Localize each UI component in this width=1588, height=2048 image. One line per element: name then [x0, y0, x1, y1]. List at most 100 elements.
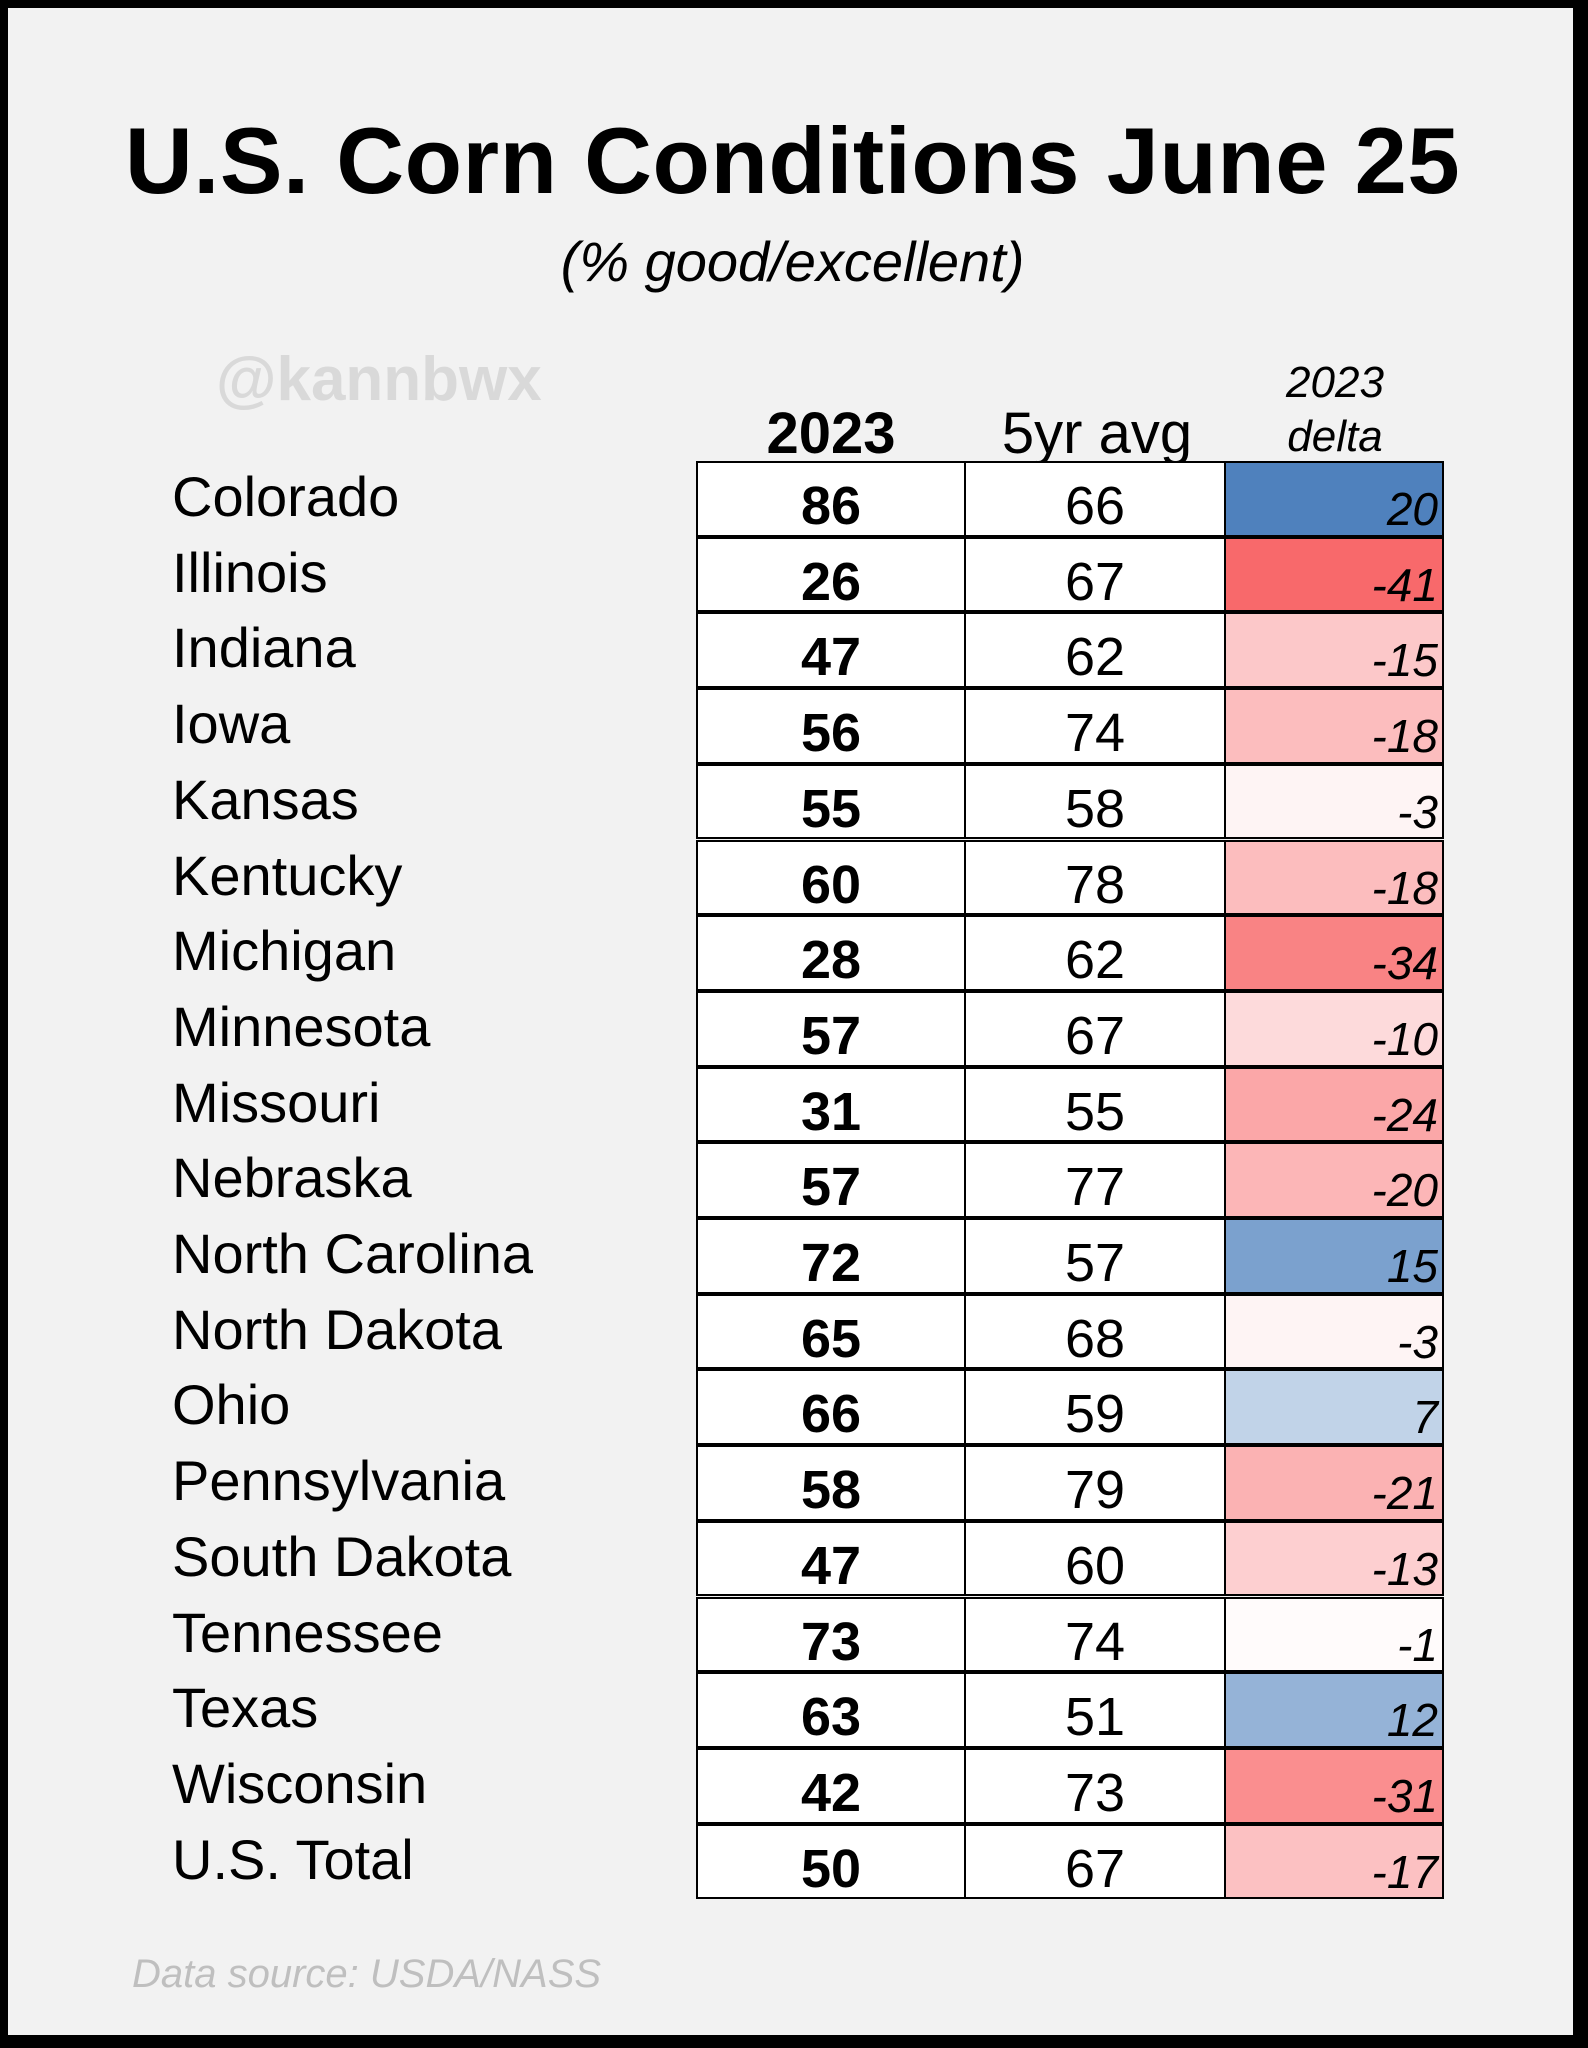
value-2023-cell: 55	[696, 763, 966, 840]
delta-cell: 7	[1224, 1369, 1444, 1446]
state-label: Minnesota	[172, 994, 431, 1058]
value-2023-cell: 31	[696, 1066, 966, 1143]
delta-cell: -17	[1224, 1823, 1444, 1900]
state-label: U.S. Total	[172, 1827, 414, 1891]
state-label: Indiana	[172, 616, 356, 680]
column-header-5yr-avg: 5yr avg	[1001, 401, 1193, 466]
value-5yr-avg-cell: 67	[964, 990, 1226, 1067]
chart-subtitle: (% good/excellent)	[560, 230, 1025, 293]
value-2023-cell: 58	[696, 1445, 966, 1521]
delta-cell: 20	[1224, 461, 1444, 537]
table-row: Pennsylvania 58 79 -21	[8, 1445, 1577, 1522]
delta-cell: -20	[1224, 1142, 1444, 1218]
value-2023-cell: 47	[696, 612, 966, 689]
value-2023-cell: 28	[696, 915, 966, 991]
delta-cell: -15	[1224, 612, 1444, 689]
state-label: Kentucky	[172, 843, 403, 907]
column-header-delta: 2023 delta	[1226, 356, 1444, 464]
delta-cell: -3	[1224, 1293, 1444, 1370]
chart-frame: U.S. Corn Conditions June 25 (% good/exc…	[6, 6, 1575, 2037]
delta-cell: -21	[1224, 1445, 1444, 1521]
table-row: Iowa 56 74 -18	[8, 688, 1577, 765]
value-2023-cell: 50	[696, 1823, 966, 1900]
table-row: South Dakota 47 60 -13	[8, 1520, 1577, 1598]
state-label: Texas	[172, 1676, 319, 1740]
chart-title: U.S. Corn Conditions June 25	[124, 108, 1461, 213]
table-row: Ohio 66 59 7	[8, 1369, 1577, 1446]
state-label: South Dakota	[172, 1524, 512, 1588]
column-header-delta-line-1: 2023	[1286, 358, 1384, 407]
value-5yr-avg-cell: 68	[964, 1293, 1226, 1370]
value-5yr-avg-cell: 62	[964, 915, 1226, 991]
value-5yr-avg-cell: 60	[964, 1520, 1226, 1597]
value-5yr-avg-cell: 67	[964, 536, 1226, 613]
delta-cell: -18	[1224, 839, 1444, 916]
value-2023-cell: 60	[696, 839, 966, 916]
value-2023-cell: 57	[696, 990, 966, 1067]
value-5yr-avg-cell: 66	[964, 461, 1226, 537]
table-row: Indiana 47 62 -15	[8, 612, 1577, 689]
state-label: Colorado	[172, 465, 400, 528]
state-label: Tennessee	[172, 1600, 443, 1664]
state-label: Nebraska	[172, 1146, 412, 1210]
value-2023-cell: 56	[696, 688, 966, 764]
value-2023-cell: 72	[696, 1218, 966, 1294]
value-5yr-avg-cell: 67	[964, 1823, 1226, 1900]
table-row: Missouri 31 55 -24	[8, 1066, 1577, 1144]
state-label: Iowa	[172, 692, 291, 756]
state-label: North Dakota	[172, 1297, 502, 1361]
delta-cell: -31	[1224, 1747, 1444, 1824]
value-2023-cell: 65	[696, 1293, 966, 1370]
delta-cell: -18	[1224, 688, 1444, 764]
state-label: North Carolina	[172, 1222, 534, 1285]
value-5yr-avg-cell: 62	[964, 612, 1226, 689]
delta-cell: -10	[1224, 990, 1444, 1067]
value-5yr-avg-cell: 51	[964, 1672, 1226, 1748]
delta-cell: -24	[1224, 1066, 1444, 1143]
value-5yr-avg-cell: 78	[964, 839, 1226, 916]
table-row: North Carolina 72 57 15	[8, 1218, 1577, 1295]
value-5yr-avg-cell: 74	[964, 688, 1226, 764]
state-label: Wisconsin	[172, 1751, 428, 1815]
value-2023-cell: 26	[696, 536, 966, 613]
value-2023-cell: 57	[696, 1142, 966, 1218]
table-row: North Dakota 65 68 -3	[8, 1293, 1577, 1371]
table-row: Wisconsin 42 73 -31	[8, 1747, 1577, 1825]
value-2023-cell: 47	[696, 1520, 966, 1597]
state-label: Pennsylvania	[172, 1449, 506, 1513]
table-row: Kentucky 60 78 -18	[8, 839, 1577, 917]
value-2023-cell: 86	[696, 461, 966, 537]
table-row: Tennessee 73 74 -1	[8, 1596, 1577, 1674]
value-5yr-avg-cell: 59	[964, 1369, 1226, 1446]
value-2023-cell: 63	[696, 1672, 966, 1748]
delta-cell: -34	[1224, 915, 1444, 991]
table-row: Kansas 55 58 -3	[8, 763, 1577, 841]
column-header-2023: 2023	[766, 401, 896, 466]
value-5yr-avg-cell: 73	[964, 1747, 1226, 1824]
table-row: Nebraska 57 77 -20	[8, 1142, 1577, 1219]
value-5yr-avg-cell: 77	[964, 1142, 1226, 1218]
value-5yr-avg-cell: 57	[964, 1218, 1226, 1294]
value-5yr-avg-cell: 55	[964, 1066, 1226, 1143]
state-label: Kansas	[172, 767, 359, 831]
delta-cell: -41	[1224, 536, 1444, 613]
column-header-delta-line-2: delta	[1287, 412, 1383, 461]
value-2023-cell: 73	[696, 1596, 966, 1673]
delta-cell: -1	[1224, 1596, 1444, 1673]
table-row: Colorado 86 66 20	[8, 461, 1577, 538]
state-label: Illinois	[172, 540, 328, 604]
watermark: @kannbwx	[216, 345, 542, 414]
value-5yr-avg-cell: 74	[964, 1596, 1226, 1673]
value-5yr-avg-cell: 58	[964, 763, 1226, 840]
table-row: Illinois 26 67 -41	[8, 536, 1577, 614]
table-row: Texas 63 51 12	[8, 1672, 1577, 1749]
table-row: U.S. Total 50 67 -17	[8, 1823, 1577, 1901]
value-5yr-avg-cell: 79	[964, 1445, 1226, 1521]
value-2023-cell: 66	[696, 1369, 966, 1446]
data-source-note: Data source: USDA/NASS	[132, 1952, 602, 1996]
table-row: Minnesota 57 67 -10	[8, 990, 1577, 1068]
delta-cell: -13	[1224, 1520, 1444, 1597]
table-row: Michigan 28 62 -34	[8, 915, 1577, 992]
state-label: Ohio	[172, 1373, 291, 1437]
delta-cell: -3	[1224, 763, 1444, 840]
